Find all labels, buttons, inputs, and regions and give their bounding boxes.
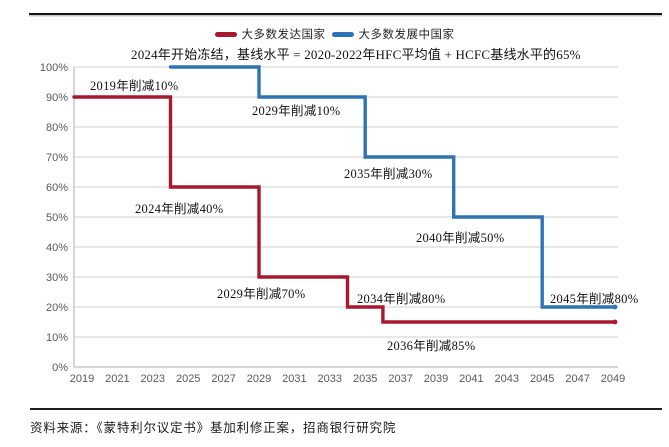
x-tick-label: 2031 <box>282 373 306 385</box>
y-tick-label: 40% <box>46 242 68 254</box>
legend-item-developing: 大多数发展中国家 <box>331 26 455 42</box>
x-tick-label: 2027 <box>211 373 235 385</box>
x-tick-label: 2035 <box>353 373 377 385</box>
chart-legend: 大多数发达国家 大多数发展中国家 <box>0 26 669 42</box>
top-divider <box>29 13 662 15</box>
series-end-dot-developing <box>612 304 618 310</box>
y-tick-label: 20% <box>46 302 68 314</box>
step-annotation: 2034年削减80% <box>357 292 445 306</box>
legend-item-developed: 大多数发达国家 <box>214 26 326 42</box>
y-tick-label: 70% <box>46 152 68 164</box>
y-tick-label: 0% <box>52 362 68 374</box>
y-tick-label: 50% <box>46 212 68 224</box>
legend-label-developed: 大多数发达国家 <box>241 29 326 41</box>
legend-swatch-developing <box>331 31 354 37</box>
step-annotation: 2035年削减30% <box>344 167 432 181</box>
x-tick-label: 2033 <box>318 373 342 385</box>
y-tick-label: 100% <box>40 62 68 74</box>
step-annotation: 2019年削减10% <box>90 79 178 93</box>
x-tick-label: 2019 <box>70 373 94 385</box>
x-tick-label: 2041 <box>459 373 483 385</box>
step-annotation: 2024年削减40% <box>135 202 223 216</box>
chart-title-annotation: 2024年开始冻结，基线水平 = 2020-2022年HFC平均值 + HCFC… <box>131 47 581 62</box>
x-tick-label: 2025 <box>176 373 200 385</box>
legend-swatch-developed <box>214 31 237 37</box>
step-annotation: 2029年削减70% <box>217 287 305 301</box>
step-annotation: 2045年削减80% <box>550 292 638 306</box>
x-tick-label: 2039 <box>424 373 448 385</box>
y-tick-label: 90% <box>46 92 68 104</box>
x-tick-label: 2023 <box>141 373 165 385</box>
step-annotation: 2040年削减50% <box>416 231 504 245</box>
x-tick-label: 2045 <box>530 373 554 385</box>
x-tick-label: 2021 <box>105 373 129 385</box>
legend-label-developing: 大多数发展中国家 <box>358 29 455 41</box>
series-end-dot-developed <box>612 319 618 325</box>
x-tick-label: 2037 <box>388 373 412 385</box>
step-annotation: 2029年削减10% <box>252 104 340 118</box>
series-line-developed <box>72 95 615 324</box>
y-tick-label: 60% <box>46 182 68 194</box>
x-tick-label: 2047 <box>565 373 589 385</box>
y-tick-label: 30% <box>46 272 68 284</box>
x-tick-label: 2029 <box>247 373 271 385</box>
x-tick-label: 2043 <box>495 373 519 385</box>
source-text: 资料来源：《蒙特利尔议定书》基加利修正案，招商银行研究院 <box>30 421 397 435</box>
x-tick-label: 2049 <box>601 373 625 385</box>
series-line-developing <box>168 65 615 309</box>
bottom-divider <box>30 408 662 410</box>
step-annotation: 2036年削减85% <box>387 339 475 353</box>
y-tick-label: 10% <box>46 332 68 344</box>
y-tick-label: 80% <box>46 122 68 134</box>
